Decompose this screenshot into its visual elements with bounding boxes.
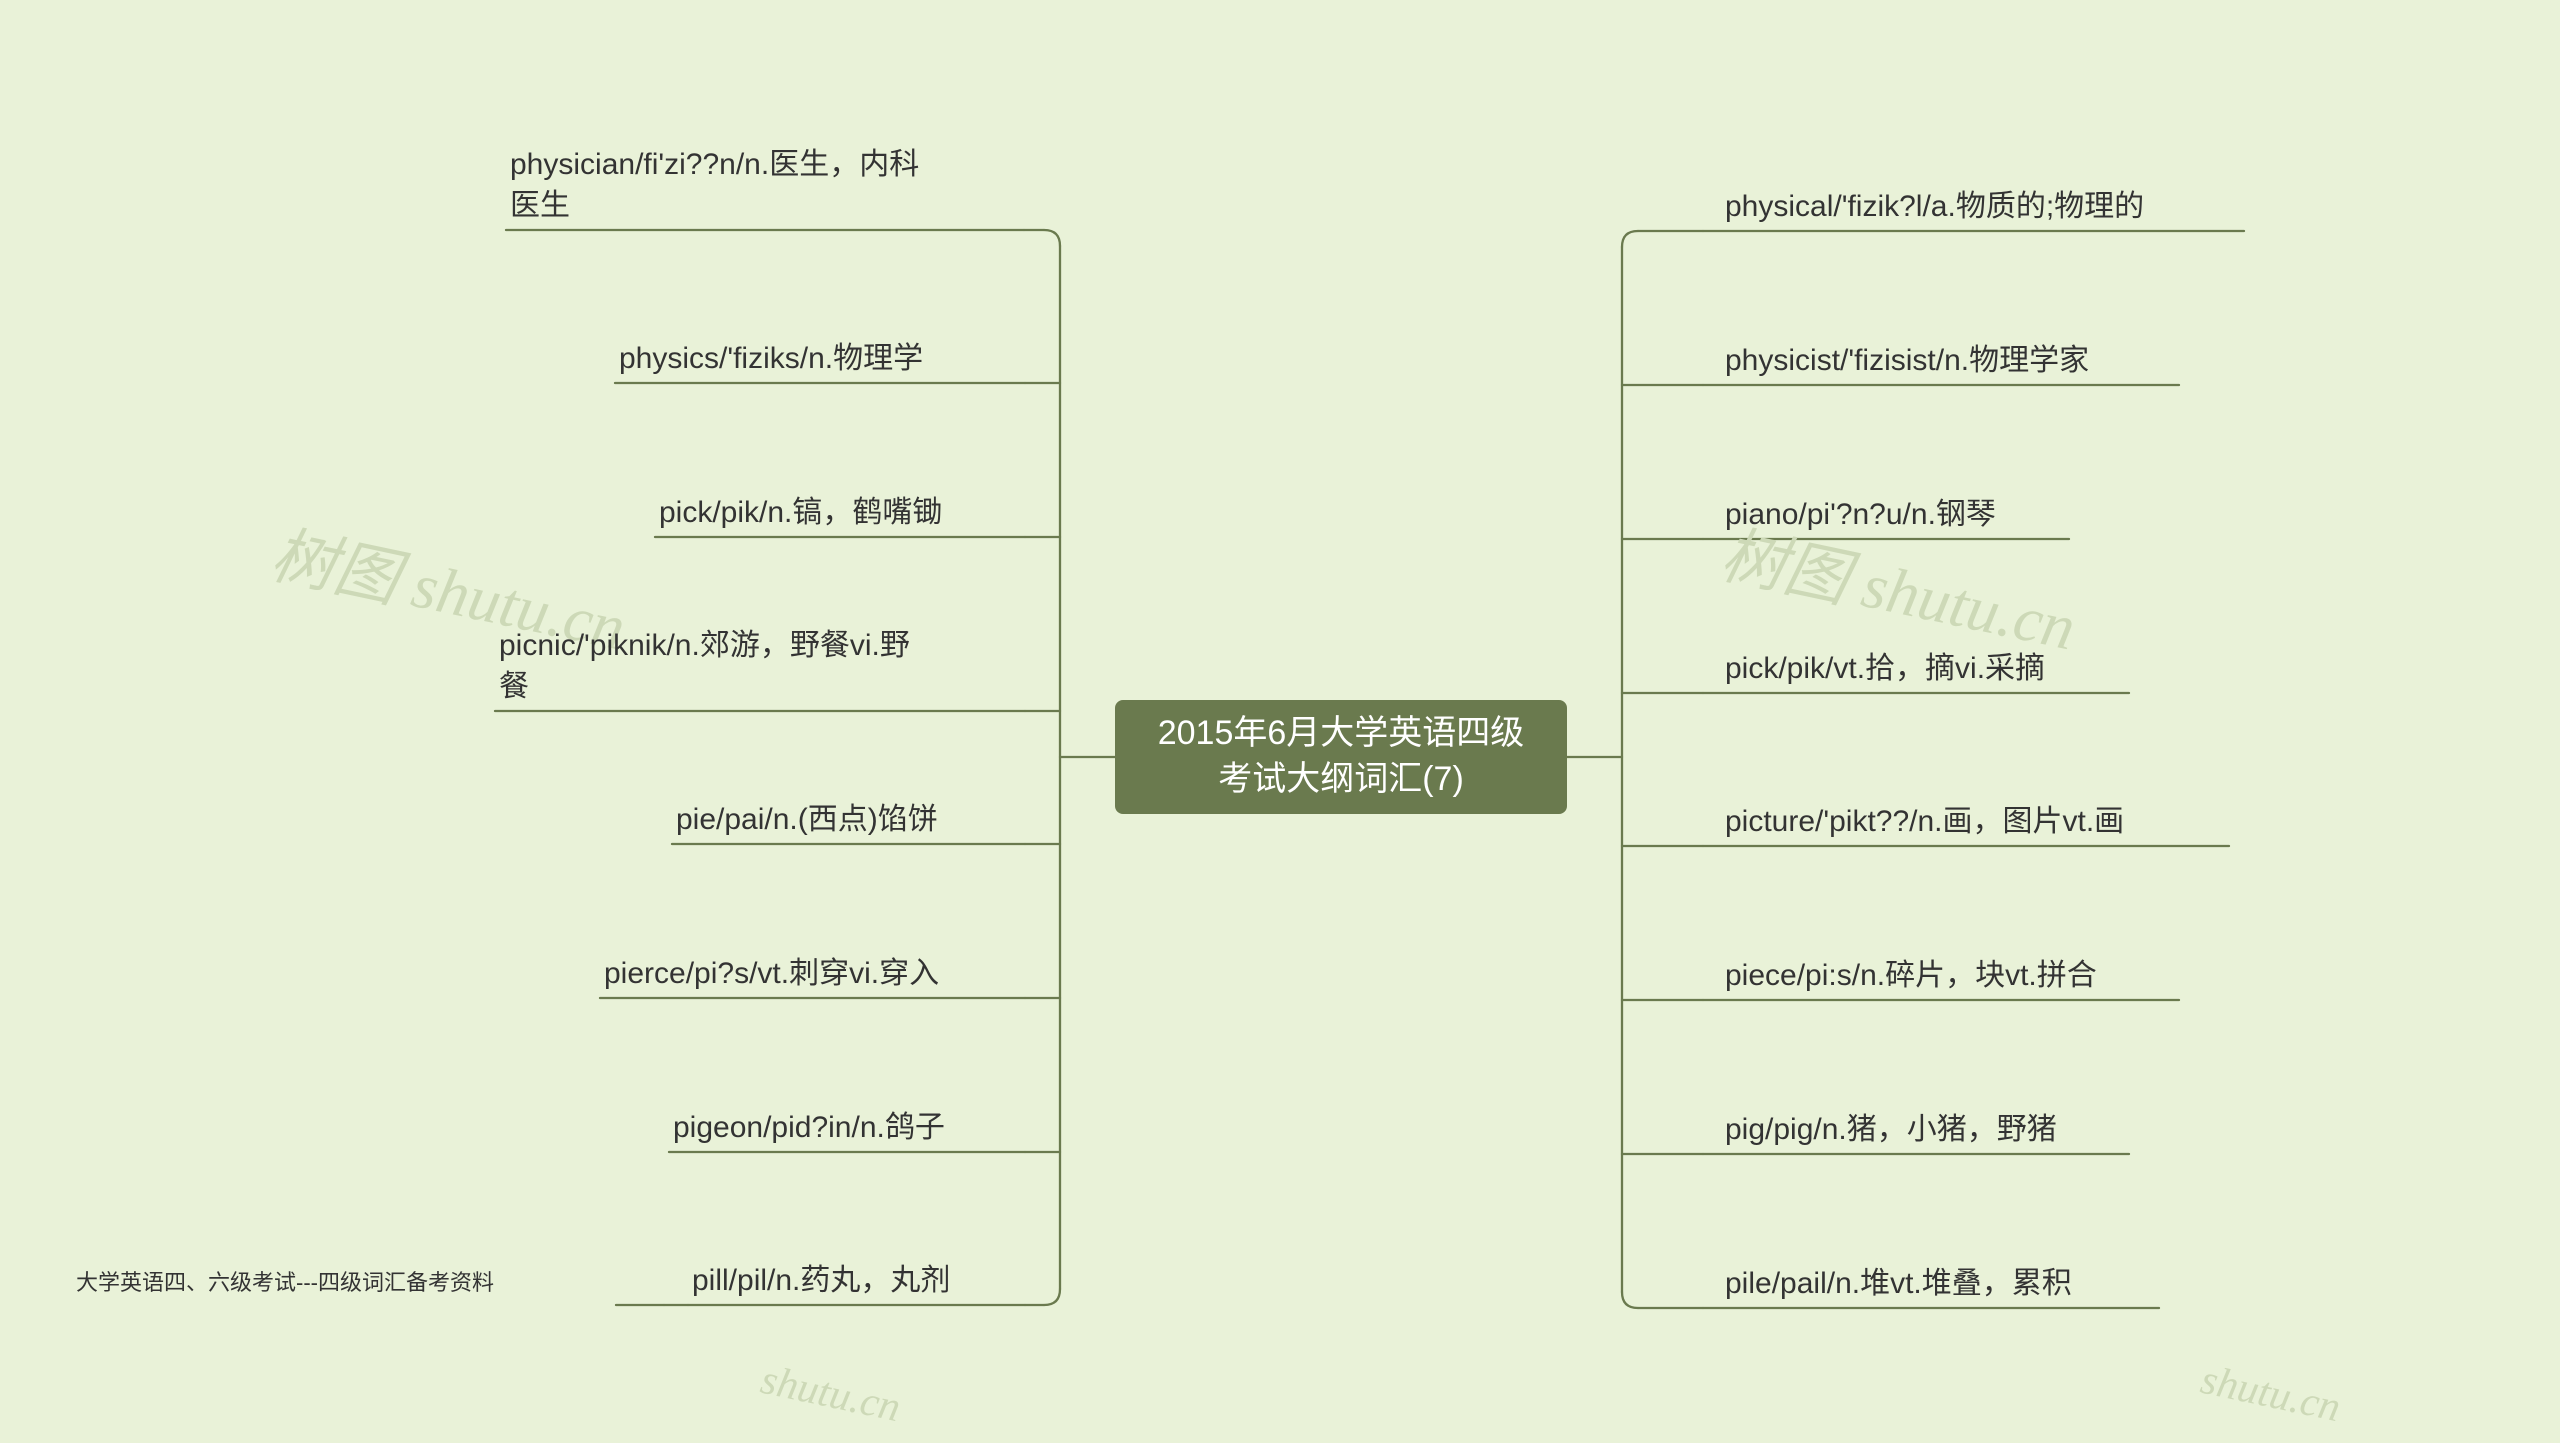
right-node-2: pick/pik/n.镐，鹤嘴锄 xyxy=(659,493,1003,534)
sub-note: 大学英语四、六级考试---四级词汇备考资料 xyxy=(76,1268,494,1298)
right-node-5: piece/pi:s/n.碎片，块vt.拼合 xyxy=(1725,956,2175,997)
right-node-1: physicist/'fizisist/n.物理学家 xyxy=(1725,341,2175,382)
right-node-0: physical/'fizik?l/a.物质的;物理的 xyxy=(1725,187,2240,228)
right-node-2: piano/pi'?n?u/n.钢琴 xyxy=(1725,495,2065,536)
right-node-7: pill/pil/n.药丸，丸剂 xyxy=(692,1261,1003,1302)
mindmap-canvas: 树图 shutu.cn 树图 shutu.cn shutu.cn shutu.c… xyxy=(0,0,2560,1443)
watermark-small: shutu.cn xyxy=(2197,1356,2345,1432)
right-node-4: picture/'pikt??/n.画，图片vt.画 xyxy=(1725,802,2225,843)
sub-note-text: 大学英语四、六级考试---四级词汇备考资料 xyxy=(76,1270,494,1295)
center-node: 2015年6月大学英语四级 考试大纲词汇(7) xyxy=(1115,700,1567,814)
right-node-1: physics/'fiziks/n.物理学 xyxy=(619,339,1003,380)
center-line1: 2015年6月大学英语四级 xyxy=(1158,711,1525,757)
right-node-3: pick/pik/vt.拾，摘vi.采摘 xyxy=(1725,649,2125,690)
right-node-4: pie/pai/n.(西点)馅饼 xyxy=(676,800,1003,841)
right-node-7: pile/pail/n.堆vt.堆叠，累积 xyxy=(1725,1264,2155,1305)
watermark-small: shutu.cn xyxy=(757,1356,905,1432)
right-node-3: picnic/'piknik/n.郊游，野餐vi.野 餐 xyxy=(499,626,1003,708)
center-line2: 考试大纲词汇(7) xyxy=(1218,757,1464,803)
right-node-0: physician/fi'zi??n/n.医生，内科 医生 xyxy=(510,145,1002,227)
right-node-5: pierce/pi?s/vt.刺穿vi.穿入 xyxy=(604,954,1003,995)
right-node-6: pig/pig/n.猪，小猪，野猪 xyxy=(1725,1110,2125,1151)
right-node-6: pigeon/pid?in/n.鸽子 xyxy=(673,1108,1003,1149)
